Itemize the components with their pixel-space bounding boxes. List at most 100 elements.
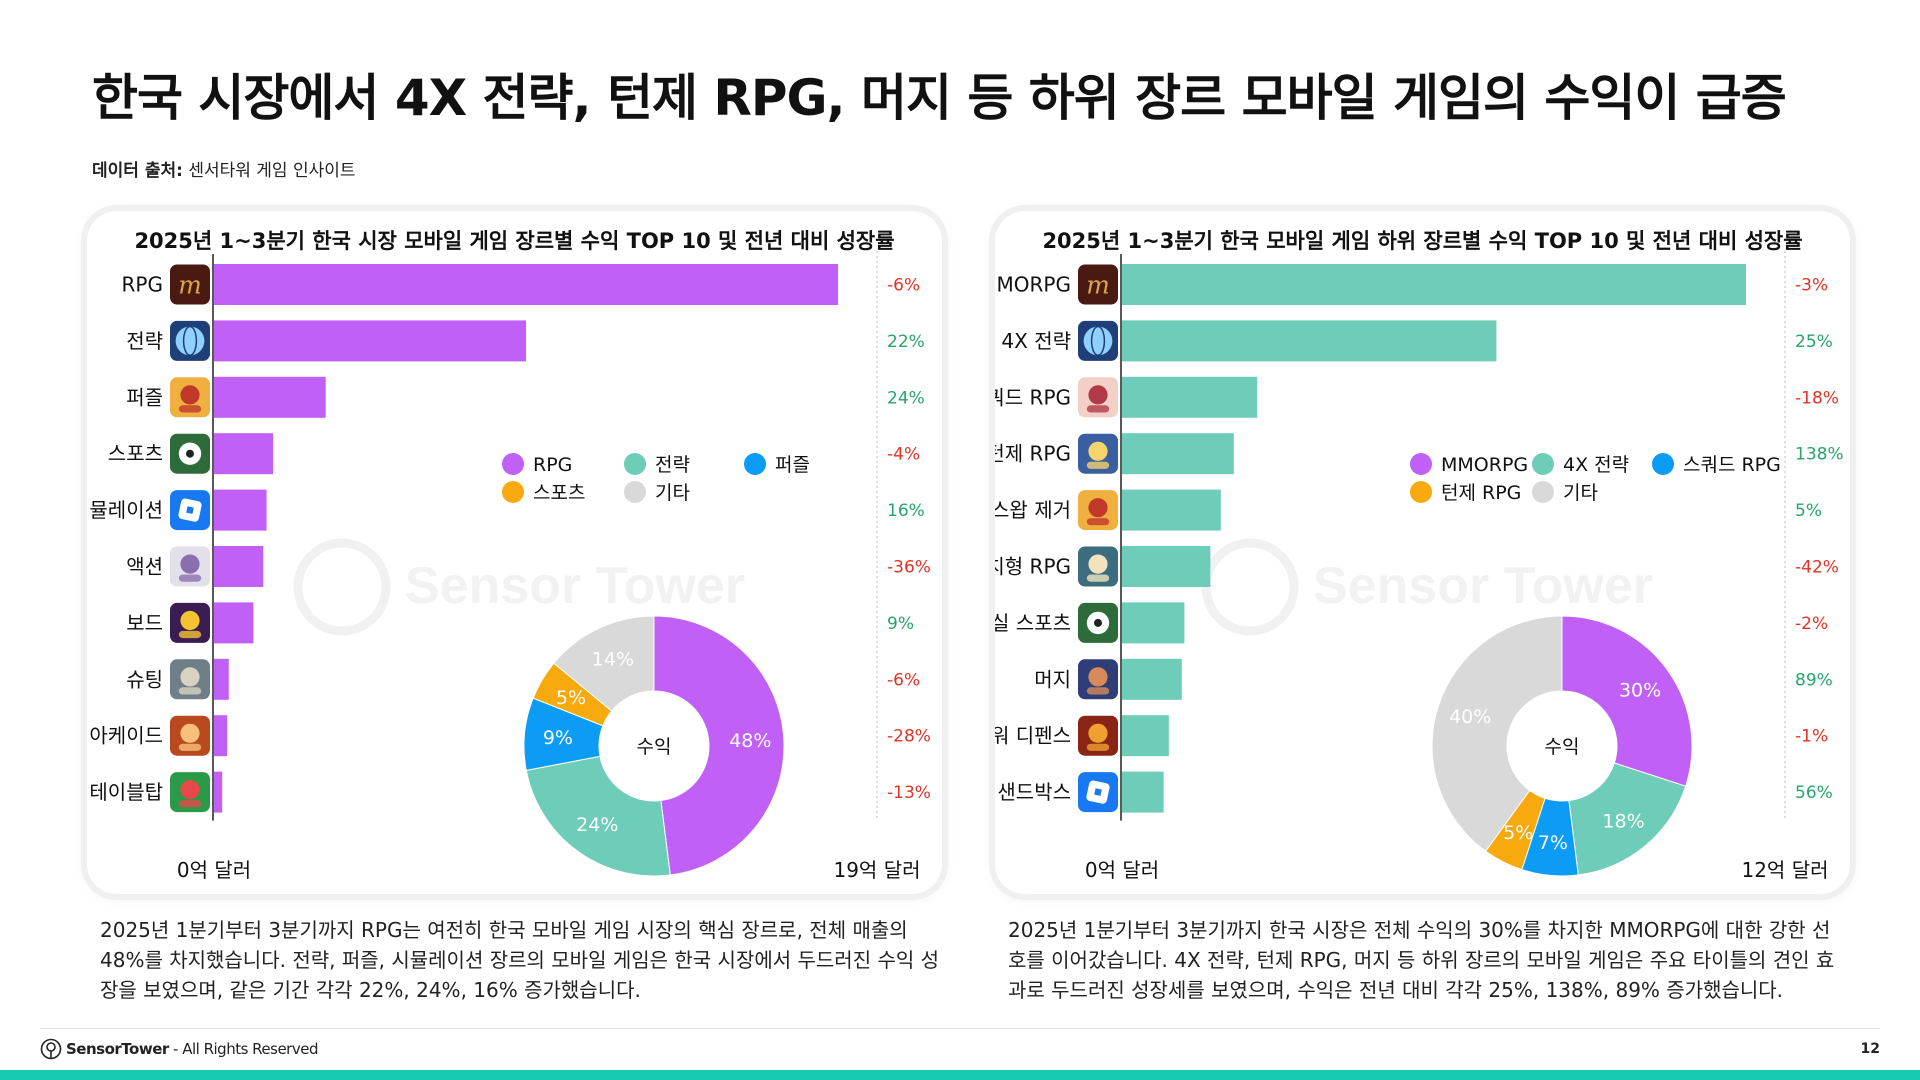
cookie-run-icon-base [178,743,202,751]
roblox-icon-hole [1094,788,1102,796]
legend-swatch [1532,481,1554,503]
category-label: RPG [122,273,163,297]
growth-label: 22% [887,332,925,352]
category-label: 액션 [126,555,163,579]
category-label: 현실 스포츠 [995,611,1071,635]
sensor-tower-logo-icon [40,1038,62,1060]
legend-swatch [1410,453,1432,475]
category-label: 시뮬레이션 [87,498,163,522]
category-label: 아케이드 [89,724,163,748]
growth-label: -2% [1795,614,1828,634]
anime-girl-icon-base [1086,405,1110,413]
chart-card-genres: Sensor Tower m RPG -6% 전략 22% 퍼즐 24% 스포츠 -4% 시뮬레이션… [87,211,942,894]
poker-icon-base [178,630,202,639]
x-axis-max-label: 19억 달러 [833,858,920,882]
legend-label: MMORPG [1441,454,1528,476]
growth-label: -6% [887,276,920,296]
footer-brand-name: SensorTower [66,1040,169,1058]
merge-character-icon-base [1086,687,1110,695]
legend-swatch [1410,481,1432,503]
bar-방치형-rpg [1122,546,1211,587]
bar-rpg [214,264,838,305]
growth-label: -6% [887,670,920,690]
bar-샌드박스 [1122,771,1164,813]
footer-divider [40,1028,1880,1029]
donut-value-label: 7% [1538,832,1568,854]
legend-swatch [1652,453,1674,475]
anime-action-icon-base [178,574,202,582]
bar-4x-전략 [1122,320,1497,362]
anime-action-icon-shape [180,554,200,574]
growth-label: 24% [887,388,925,408]
donut-value-label: 48% [729,730,771,752]
category-label: 스쿼드 RPG [995,385,1071,409]
legend-label: 턴제 RPG [1441,482,1521,504]
globe-strategy-icon-shape [175,326,205,356]
chart-title-subgenres: 2025년 1~3분기 한국 모바일 게임 하위 장르별 수익 TOP 10 및… [1042,229,1803,253]
bar-아케이드 [214,715,228,757]
donut-value-label: 18% [1602,810,1644,832]
donut-slice-mmorpg [1561,615,1693,787]
idle-rpg-icon-base [1086,574,1110,582]
pubg-soldier-icon-shape [180,667,200,687]
category-label: 샌드박스 [997,780,1071,804]
x-axis-min-label: 0억 달러 [1085,858,1159,882]
category-label: 전략 [126,329,163,353]
roblox-icon-hole [186,506,194,514]
bar-퍼즐 [214,376,326,418]
royal-match-icon-shape [1088,498,1108,518]
bar-시뮬레이션 [214,489,267,531]
donut-slice-rpg [653,615,785,876]
growth-label: -18% [1795,388,1839,408]
growth-label: -13% [887,783,931,803]
category-label: 타워 디펜스 [995,724,1071,748]
royal-match-icon-base [1086,518,1110,526]
royal-match-icon-shape [180,385,200,405]
x-axis-min-label: 0억 달러 [177,858,251,882]
netmarble-rpg-icon-shape [1088,441,1108,461]
globe-strategy-icon-meridian [1090,325,1106,357]
legend-swatch [624,453,646,475]
source-label: 데이터 출처: [92,161,183,181]
donut-value-label: 14% [592,649,634,671]
legend-swatch [744,453,766,475]
growth-label: -1% [1795,727,1828,747]
watermark-text: Sensor Tower [405,557,745,615]
donut-value-label: 24% [576,814,618,836]
merge-character-icon-shape [1088,667,1108,687]
growth-label: -36% [887,558,931,578]
donut-slice-기타 [1431,615,1563,852]
footer-accent-bar [0,1070,1920,1080]
bar-타워-디펜스 [1122,715,1169,757]
category-label: 퍼즐 [126,385,163,409]
globe-strategy-icon-shape [1083,326,1113,356]
growth-label: -42% [1795,558,1839,578]
footer-brand: SensorTower - All Rights Reserved [66,1040,318,1058]
bar-스왑-제거 [1122,489,1221,531]
idle-rpg-icon-shape [1088,554,1108,574]
legend-label: RPG [533,454,572,476]
donut-slice-전략 [525,755,671,877]
bar-머지 [1122,658,1182,700]
category-label: 슈팅 [126,667,163,691]
netmarble-rpg-icon-base [1086,461,1110,469]
category-label: 스왑 제거 [995,498,1071,522]
bar-보드 [214,602,254,644]
category-label: 머지 [1034,667,1071,691]
page-title: 한국 시장에서 4X 전략, 턴제 RPG, 머지 등 하위 장르 모바일 게임… [92,69,1787,127]
legend-label: 전략 [655,454,690,476]
category-label: 보드 [126,611,163,635]
genre-revenue-chart: Sensor Tower m RPG -6% 전략 22% 퍼즐 24% 스포츠 -4% 시뮬레이션… [87,251,931,882]
category-label: MMORPG [995,273,1071,297]
legend-label: 4X 전략 [1563,454,1629,476]
legend-label: 기타 [1563,482,1598,504]
donut-center-label: 수익 [1545,736,1580,758]
category-label: 4X 전략 [1001,329,1071,353]
puzzle-character-icon-shape [180,780,200,800]
subgenre-revenue-chart: Sensor Tower m MMORPG -3% 4X 전략 25% 스쿼드 RPG -18… [995,251,1844,882]
page-number: 12 [1860,1041,1880,1057]
tower-defense-icon-shape [1088,723,1108,743]
growth-label: 56% [1795,783,1833,803]
legend-swatch [502,453,524,475]
description-genres: 2025년 1분기부터 3분기까지 RPG는 여전히 한국 모바일 게임 시장의… [100,918,940,1002]
